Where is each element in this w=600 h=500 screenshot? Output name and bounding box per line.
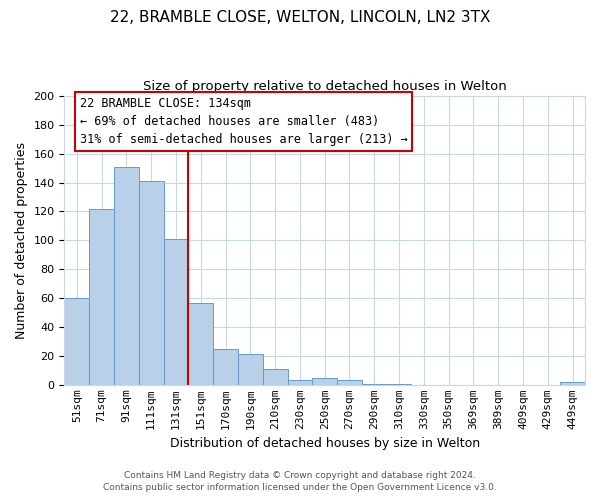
Bar [287, 380, 313, 386]
Text: 22 BRAMBLE CLOSE: 134sqm
← 69% of detached houses are smaller (483)
31% of semi-: 22 BRAMBLE CLOSE: 134sqm ← 69% of detach… [80, 97, 407, 146]
Bar [64, 298, 89, 386]
Bar [337, 380, 362, 386]
Bar [114, 166, 139, 386]
Bar [164, 239, 188, 386]
Bar [263, 370, 287, 386]
Bar [362, 384, 386, 386]
Text: 22, BRAMBLE CLOSE, WELTON, LINCOLN, LN2 3TX: 22, BRAMBLE CLOSE, WELTON, LINCOLN, LN2 … [110, 10, 490, 25]
Title: Size of property relative to detached houses in Welton: Size of property relative to detached ho… [143, 80, 506, 93]
X-axis label: Distribution of detached houses by size in Welton: Distribution of detached houses by size … [170, 437, 480, 450]
Bar [313, 378, 337, 386]
Bar [89, 208, 114, 386]
Y-axis label: Number of detached properties: Number of detached properties [15, 142, 28, 339]
Bar [139, 181, 164, 386]
Bar [386, 384, 412, 386]
Bar [213, 349, 238, 386]
Bar [188, 303, 213, 386]
Bar [238, 354, 263, 386]
Bar [560, 382, 585, 386]
Text: Contains HM Land Registry data © Crown copyright and database right 2024.
Contai: Contains HM Land Registry data © Crown c… [103, 471, 497, 492]
